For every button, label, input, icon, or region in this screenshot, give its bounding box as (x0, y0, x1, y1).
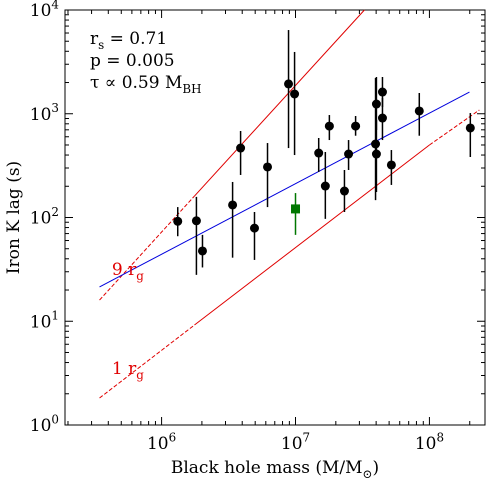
annotation-part: 1 r (112, 359, 137, 379)
annotation: 1 rg (112, 359, 144, 382)
stat-text-part: τ ∝ 0.59 M (90, 73, 182, 93)
point (290, 89, 300, 99)
x-tick-label-sup: 6 (169, 430, 177, 444)
y-axis-label: Iron K lag (s) (4, 161, 24, 274)
point (339, 186, 349, 196)
fit-line (194, 9, 365, 197)
annotation-part: 9 r (112, 260, 137, 280)
y-tick-label-sup: 3 (51, 101, 59, 115)
point (236, 143, 246, 153)
y-tick-label-part: 10 (30, 312, 52, 332)
fit-line (99, 195, 195, 301)
point (371, 99, 381, 109)
y-tick-label: 102 (30, 205, 59, 229)
y-tick-label-part: 10 (30, 209, 52, 229)
x-tick-label: 107 (281, 430, 310, 454)
x-tick-label-part: 10 (147, 434, 169, 454)
annotation-sub: g (136, 368, 144, 382)
x-tick-label: 106 (147, 430, 176, 454)
point (263, 162, 273, 172)
point (351, 121, 361, 131)
stat-text: τ ∝ 0.59 MBH (90, 73, 202, 96)
point (191, 216, 201, 226)
x-tick-label-part: 10 (281, 434, 303, 454)
point (197, 246, 207, 256)
x-tick-label-sup: 7 (303, 430, 311, 444)
y-tick-label-part: 10 (30, 105, 52, 125)
x-tick-label-sup: 8 (436, 430, 444, 444)
y-tick-label: 103 (30, 101, 59, 125)
y-tick-label-sup: 1 (51, 309, 59, 323)
stat-text-part: r (90, 29, 99, 49)
point (284, 79, 294, 89)
fit-line (99, 324, 195, 399)
point (371, 139, 381, 149)
point (324, 121, 334, 131)
x-axis-label-sub: ⊙ (363, 467, 373, 481)
point (377, 87, 387, 97)
y-tick-label: 101 (30, 309, 59, 333)
stat-text: rs = 0.71 (90, 29, 167, 52)
point (228, 200, 238, 210)
point (249, 223, 259, 233)
point (414, 106, 424, 116)
fit-line (194, 144, 430, 326)
point (291, 204, 301, 214)
annotation-sub: g (136, 269, 144, 283)
y-tick-label: 100 (30, 412, 59, 436)
stat-text-sub: BH (182, 82, 201, 96)
x-tick-label-part: 10 (415, 434, 437, 454)
y-tick-label-sup: 0 (51, 412, 59, 426)
y-tick-label: 104 (30, 0, 59, 21)
point (314, 148, 324, 158)
point (371, 149, 381, 159)
point (386, 160, 396, 170)
x-axis-label-part: Black hole mass (M/M (171, 458, 363, 478)
point (173, 216, 183, 226)
plot-frame (64, 9, 486, 426)
point (465, 123, 475, 133)
fit-line (99, 91, 470, 288)
y-tick-label-part: 10 (30, 1, 52, 21)
x-axis-label: Black hole mass (M/M⊙) (171, 458, 379, 481)
point (377, 113, 387, 123)
x-tick-label: 108 (415, 430, 444, 454)
y-tick-label-sup: 2 (51, 205, 59, 219)
annotation: 9 rg (112, 260, 144, 283)
stat-text-sub: s (98, 38, 104, 52)
y-tick-label-sup: 4 (51, 0, 59, 11)
point (344, 149, 354, 159)
stat-text: p = 0.005 (90, 51, 175, 71)
x-axis-label-part: ) (373, 458, 380, 478)
point (320, 181, 330, 191)
y-tick-label-part: 10 (30, 416, 52, 436)
stat-text-part: p = 0.005 (90, 51, 175, 71)
stat-text-part: = 0.71 (104, 29, 167, 49)
